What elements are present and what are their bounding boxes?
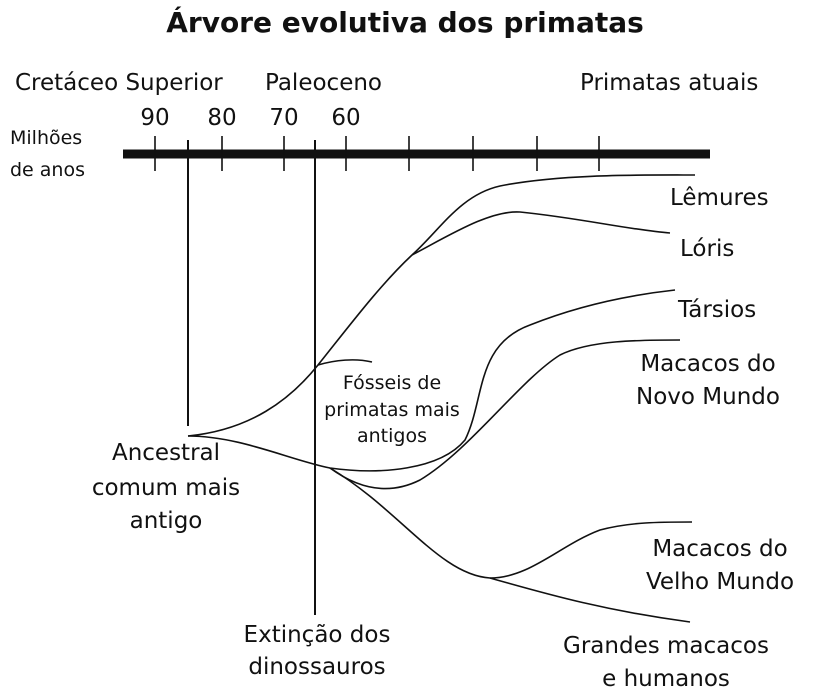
note: primatas mais (324, 399, 460, 421)
tick-label: 90 (140, 105, 169, 131)
tree (187, 174, 696, 623)
tick-label: 60 (331, 105, 360, 131)
leaf-label: Novo Mundo (636, 384, 780, 410)
leaf-label: Lêmures (670, 185, 769, 211)
time-axis (123, 136, 710, 615)
tick-label: 70 (269, 105, 298, 131)
leaf-label: Velho Mundo (646, 569, 794, 595)
axis-label: de anos (10, 159, 85, 181)
title: Árvore evolutiva dos primatas (166, 5, 644, 39)
root-label: comum mais (92, 475, 240, 501)
leaf-label: Lóris (680, 236, 734, 262)
root-label: antigo (130, 508, 203, 534)
note: Fósseis de (343, 372, 441, 394)
leaf-label: e humanos (602, 666, 730, 692)
tick-label: 80 (207, 105, 236, 131)
note: antigos (357, 425, 427, 447)
period: Paleoceno (265, 70, 382, 96)
period: Primatas atuais (580, 70, 758, 96)
leaf-label: Macacos do (640, 351, 775, 377)
event-label: dinossauros (248, 654, 385, 680)
root-label: Ancestral (112, 440, 220, 466)
event-label: Extinção dos (244, 622, 391, 648)
leaf-label: Társios (677, 297, 756, 323)
leaf-label: Grandes macacos (563, 633, 769, 659)
period: Cretáceo Superior (15, 70, 223, 96)
leaf-label: Macacos do (652, 536, 787, 562)
axis-label: Milhões (10, 127, 82, 149)
